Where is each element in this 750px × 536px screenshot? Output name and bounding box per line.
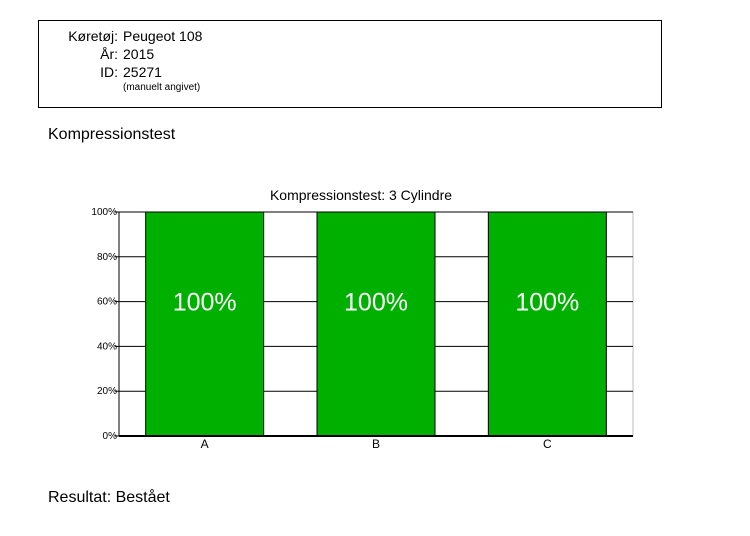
id-label: ID: (100, 64, 118, 80)
year-label: År: (100, 46, 118, 62)
result-text: Resultat: Bestået (48, 489, 170, 506)
bar-a (145, 211, 265, 437)
y-tick-label: 20% (97, 386, 117, 397)
id-value: 25271 (123, 64, 162, 80)
x-tick-label: B (372, 437, 380, 451)
bar-value-label: 100% (173, 289, 237, 317)
vehicle-value: Peugeot 108 (123, 28, 203, 44)
bar-value-label: 100% (344, 289, 408, 317)
vehicle-info-box: Køretøj: Peugeot 108 År: 2015 ID: 25271 … (38, 20, 662, 108)
chart-title: Kompressionstest: 3 Cylindre (270, 187, 452, 203)
y-tick-label: 100% (91, 207, 117, 218)
year-value: 2015 (123, 46, 155, 62)
x-tick-label: C (543, 437, 552, 451)
vehicle-label: Køretøj: (68, 28, 118, 44)
x-tick-label: A (201, 437, 209, 451)
bar-value-label: 100% (515, 289, 579, 317)
chart-bars: 100% 100% 100% (145, 211, 607, 437)
bar-b (316, 211, 436, 437)
y-tick-label: 0% (103, 431, 118, 442)
bar-c (487, 211, 607, 437)
y-tick-label: 60% (97, 297, 117, 308)
y-tick-label: 40% (97, 341, 117, 352)
y-tick-label: 80% (97, 252, 117, 263)
section-title: Kompressionstest (48, 126, 176, 143)
chart-axes: 0% 20% 40% 60% 80% 100% A B C (91, 207, 633, 451)
manual-entry-note: (manuelt angivet) (123, 82, 201, 93)
